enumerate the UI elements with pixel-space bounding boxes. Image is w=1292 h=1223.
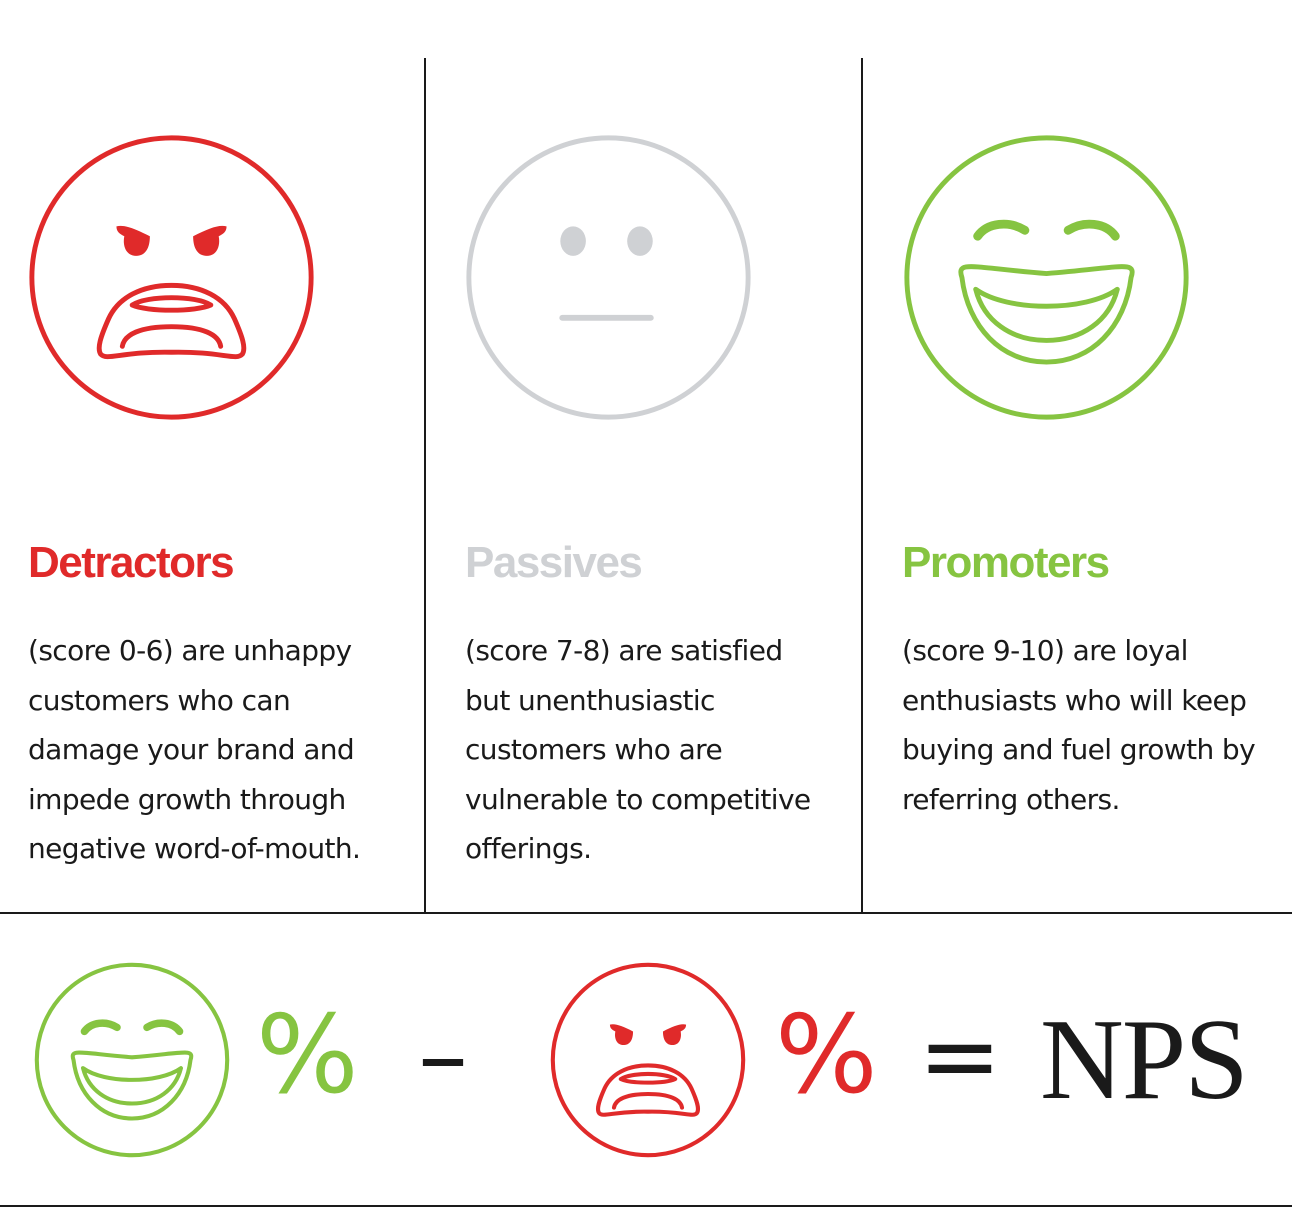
passives-desc-line: but unenthusiastic <box>465 683 715 717</box>
detractors-desc-line: damage your brand and <box>28 733 355 766</box>
promoters-description: (score 9-10) are loyal enthusiasts who w… <box>902 626 1256 824</box>
passives-desc-line: (score 7-8) are satisfied <box>465 634 783 667</box>
detractor-percent: % <box>775 993 878 1118</box>
nps-label: NPS <box>1040 996 1249 1124</box>
detractors-desc-line: customers who can <box>28 683 291 717</box>
passives-description: (score 7-8) are satisfied but unenthusia… <box>465 626 811 874</box>
promoters-desc-line: enthusiasts who will keep <box>902 683 1247 717</box>
promoters-desc-line: buying and fuel growth by <box>902 733 1256 766</box>
passives-title: Passives <box>465 538 643 587</box>
passives-desc-line: customers who are <box>465 733 723 766</box>
minus-sign: – <box>418 997 468 1114</box>
section-divider <box>0 912 1292 914</box>
laughing-face-icon <box>30 958 234 1162</box>
detractors-description: (score 0-6) are unhappy customers who ca… <box>28 626 361 874</box>
detractors-desc-line: negative word-of-mouth. <box>28 832 361 865</box>
detractors-desc-line: impede growth through <box>28 782 346 816</box>
promoters-desc-line: (score 9-10) are loyal <box>902 634 1188 667</box>
angry-face-icon <box>546 958 750 1162</box>
neutral-face-icon <box>461 130 756 425</box>
bottom-rule <box>0 1205 1292 1207</box>
promoters-title: Promoters <box>902 538 1110 587</box>
passives-desc-line: offerings. <box>465 832 592 865</box>
promoters-desc-line: referring others. <box>902 782 1120 816</box>
passives-desc-line: vulnerable to competitive <box>465 782 811 816</box>
angry-face-icon <box>24 130 319 425</box>
column-divider-1 <box>424 58 426 913</box>
promoter-percent: % <box>256 993 359 1118</box>
detractors-title: Detractors <box>28 538 235 587</box>
laughing-face-icon <box>899 130 1194 425</box>
detractors-desc-line: (score 0-6) are unhappy <box>28 634 352 667</box>
column-divider-2 <box>861 58 863 913</box>
equals-sign: = <box>918 997 1002 1114</box>
